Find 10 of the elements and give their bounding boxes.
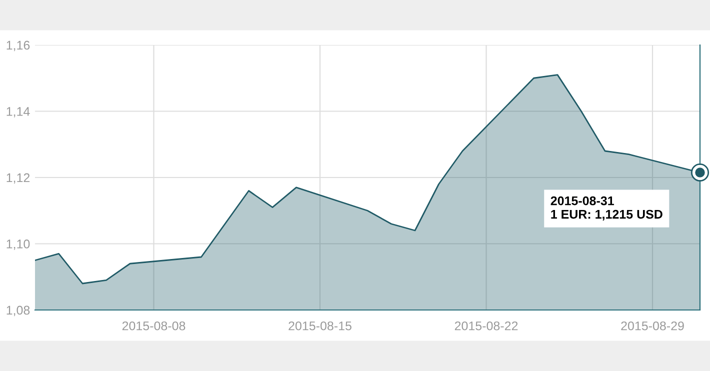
annotation: 2015-08-31 1 EUR: 1,1215 USD [550,196,662,221]
y-tick-label: 1,16 [6,40,30,52]
y-tick-label: 1,14 [6,107,30,118]
x-tick-label: 2015-08-15 [288,321,352,330]
x-tick-label: 2015-08-29 [621,321,684,330]
y-tick-label: 1,10 [6,240,30,250]
x-tick-label: 2015-08-08 [122,321,186,330]
x-tick-label: 2015-08-22 [454,321,518,330]
y-tick-label: 1,12 [6,173,30,184]
y-tick-label: 1,08 [6,306,30,316]
